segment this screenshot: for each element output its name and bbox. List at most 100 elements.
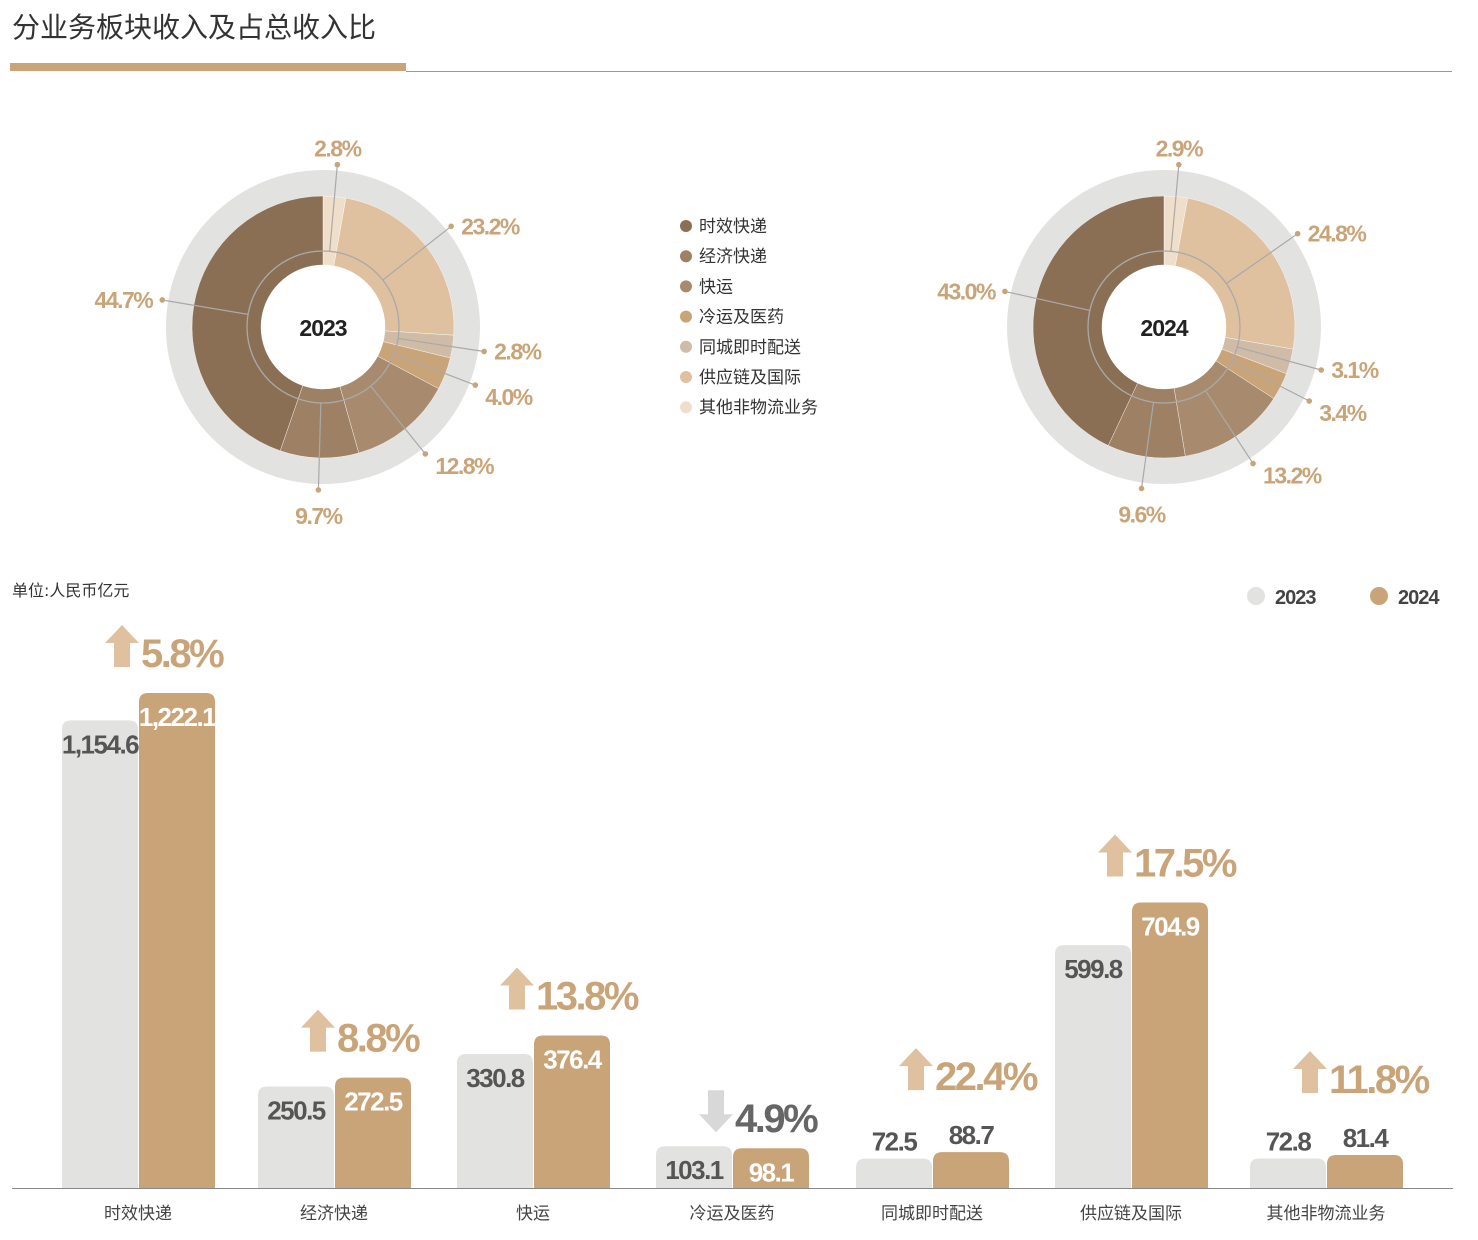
donut-inner-guide (246, 250, 400, 404)
growth-percent-label: 4.9% (735, 1097, 818, 1141)
arrow-up-icon (1293, 1051, 1327, 1094)
legend-item: 冷运及医药 (680, 308, 784, 328)
bar-value-label: 704.9 (1141, 912, 1200, 942)
leader-dot (1176, 161, 1182, 168)
unit-label: 单位:人民币亿元 (12, 581, 129, 600)
donut-percent-label: 9.7% (295, 503, 342, 529)
leader-line (370, 385, 426, 455)
leader-dot (448, 223, 454, 230)
legend-item: 供应链及国际 (680, 368, 801, 388)
leader-dot (315, 487, 322, 493)
donut-percent-label: 43.0% (937, 278, 996, 304)
bar-value-label: 1,154.6 (62, 729, 139, 759)
leader-line (1140, 402, 1155, 489)
growth-percent-label: 5.8% (141, 632, 224, 676)
x-axis-label: 经济快递 (300, 1204, 368, 1224)
legend-swatch (680, 250, 692, 263)
bar-2024-同城即时配送 (933, 1152, 1009, 1188)
growth-percent-label: 22.4% (935, 1055, 1038, 1099)
bar-chart: 1,154.61,222.1 5.8% 时效快递 250.5 272.5 8.8% 经济快递… (12, 625, 1453, 1224)
growth-percent-label: 11.8% (1329, 1058, 1430, 1102)
bar-value-label: 376.4 (543, 1045, 603, 1075)
year-legend-label: 2024 (1398, 587, 1440, 609)
legend-swatch (680, 280, 692, 293)
bar-value-label: 81.4 (1343, 1123, 1390, 1153)
bar-value-label: 330.8 (466, 1063, 525, 1093)
year-legend-swatch (1247, 587, 1265, 605)
page-title: 分业务板块收入及占总收入比 (12, 11, 376, 44)
growth-percent-label: 17.5% (1134, 842, 1237, 886)
legend-label: 快运 (699, 277, 733, 297)
donut-percent-label: 23.2% (461, 213, 520, 239)
year-legend-label: 2023 (1275, 587, 1316, 609)
bar-2023-供应链及国际 (1055, 945, 1131, 1188)
leader-line (393, 353, 476, 386)
bar-2024-经济快递 (335, 1077, 411, 1188)
donut-year-label: 2024 (1140, 315, 1188, 341)
year-legend: 2023 2024 (1247, 587, 1441, 609)
bar-value-label: 272.5 (344, 1087, 403, 1117)
donut-percent-label: 2.8% (314, 136, 361, 162)
growth-percent-label: 13.8% (536, 975, 639, 1019)
donut-inner-guide (1087, 250, 1241, 404)
arrow-up-icon (1098, 834, 1132, 877)
year-legend-swatch (1370, 587, 1388, 605)
x-axis-label: 供应链及国际 (1080, 1204, 1182, 1224)
bar-2023-快运 (457, 1054, 533, 1188)
donut-chart-2023: 2023 2.8% 23.2% 2.8% 4.0% 12.8% 9.7% 44.7% (95, 136, 544, 529)
legend-label: 其他非物流业务 (699, 398, 818, 418)
bar-value-label: 103.1 (665, 1155, 724, 1185)
donut-center (1102, 265, 1226, 389)
arrow-up-icon (105, 625, 139, 668)
leader-line (1004, 290, 1090, 312)
bar-2024-快运 (534, 1035, 610, 1188)
legend-swatch (680, 401, 692, 414)
bar-2023-冷运及医药 (656, 1146, 732, 1188)
donut-percent-label: 13.2% (1263, 463, 1322, 489)
legend-label: 同城即时配送 (699, 338, 801, 358)
legend-item: 其他非物流业务 (680, 398, 818, 418)
bar-value-label: 250.5 (267, 1096, 326, 1126)
bar-2023-同城即时配送 (856, 1158, 932, 1188)
arrow-down-icon (699, 1090, 733, 1133)
legend-item: 时效快递 (680, 217, 767, 237)
leader-dot (472, 382, 479, 388)
legend-swatch (680, 340, 692, 353)
legend-swatch (680, 310, 692, 323)
leader-dot (481, 348, 487, 355)
legend-swatch (680, 371, 692, 383)
leader-dot (1002, 288, 1008, 295)
legend-label: 经济快递 (699, 247, 767, 267)
leader-line (329, 164, 338, 252)
donut-percent-label: 2.9% (1156, 136, 1203, 162)
bar-2024-时效快递 (139, 693, 215, 1188)
leader-dot (1306, 398, 1313, 404)
donut-center (261, 265, 385, 389)
donut-percent-label: 12.8% (435, 453, 494, 479)
donut-percent-label: 4.0% (485, 384, 532, 410)
leader-line (1237, 346, 1322, 371)
donut-percent-label: 3.1% (1331, 357, 1378, 383)
bar-2023-其他非物流业务 (1250, 1158, 1326, 1188)
donut-slice-时效快递 (191, 195, 324, 452)
donut-chart-2024: 2024 2.9% 24.8% 3.1% 3.4% 13.2% 9.6% 43.0% (937, 136, 1380, 528)
legend-label: 供应链及国际 (699, 368, 801, 388)
donut-percent-label: 44.7% (95, 287, 154, 313)
leader-dot (1318, 367, 1325, 373)
donut-percent-label: 24.8% (1308, 221, 1367, 247)
leader-dot (159, 297, 166, 303)
leader-line (162, 299, 249, 315)
title-accent-bar (10, 63, 406, 71)
legend-item: 快运 (680, 277, 733, 297)
leader-line (382, 225, 452, 281)
leader-line (1231, 360, 1310, 402)
leader-line (1225, 233, 1298, 284)
x-axis-label: 同城即时配送 (881, 1204, 983, 1224)
bar-2024-冷运及医药 (733, 1148, 809, 1188)
bar-value-label: 1,222.1 (139, 702, 216, 732)
bar-value-label: 98.1 (749, 1157, 795, 1187)
bar-2024-供应链及国际 (1132, 902, 1208, 1188)
bar-value-label: 72.8 (1266, 1127, 1312, 1157)
leader-line (317, 402, 322, 490)
